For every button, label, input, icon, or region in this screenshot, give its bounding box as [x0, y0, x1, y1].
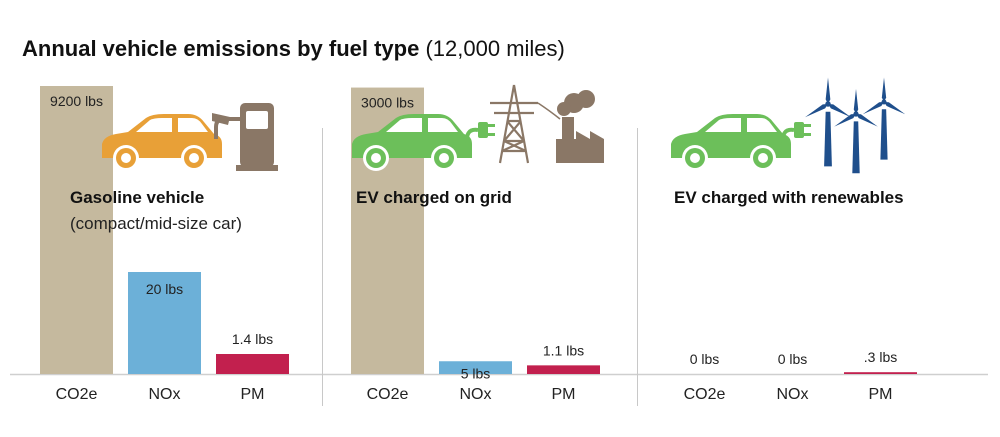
wind-turbine-icon: [805, 77, 851, 167]
bar-pm: [844, 372, 917, 374]
gas-pump-icon: [212, 103, 278, 171]
value-label: 0 lbs: [778, 351, 808, 367]
bar-pm: [216, 354, 289, 374]
group-title-ev-renewables: EV charged with renewables: [674, 188, 904, 207]
value-label: .3 lbs: [864, 349, 897, 365]
value-label: 5 lbs: [461, 365, 491, 381]
car-icon: [102, 114, 222, 171]
category-label: CO2e: [367, 386, 409, 403]
bar-nox: [439, 361, 512, 374]
car-icon: [671, 114, 791, 171]
category-label: CO2e: [56, 386, 98, 403]
factory-icon: [556, 90, 604, 163]
category-label: NOx: [460, 386, 492, 403]
car-icon: [352, 114, 472, 171]
bar-co2e: [40, 86, 113, 374]
value-label: 0 lbs: [690, 351, 720, 367]
category-label: NOx: [777, 386, 809, 403]
plug-icon: [781, 122, 811, 147]
wind-turbine-icon: [862, 77, 906, 160]
bar-pm: [527, 365, 600, 374]
category-label: CO2e: [684, 386, 726, 403]
group-title-ev-grid: EV charged on grid: [356, 188, 512, 207]
category-label: PM: [552, 386, 576, 403]
value-label: 9200 lbs: [50, 93, 103, 109]
chart-title-main: Annual vehicle emissions by fuel type: [22, 36, 420, 61]
wind-turbine-icon: [834, 88, 878, 174]
plug-icon: [465, 122, 495, 147]
value-label: 1.4 lbs: [232, 331, 273, 347]
value-label: 3000 lbs: [361, 95, 414, 111]
category-label: NOx: [149, 386, 181, 403]
group-title-gasoline: Gasoline vehicle: [70, 188, 205, 207]
group-subtitle-gasoline: (compact/mid-size car): [70, 214, 242, 233]
bar-nox: [128, 272, 201, 374]
chart-subtitle: (12,000 miles): [425, 36, 565, 61]
value-label: 20 lbs: [146, 281, 183, 297]
value-label: 1.1 lbs: [543, 342, 584, 358]
category-label: PM: [869, 386, 893, 403]
power-grid-icon: [490, 84, 561, 164]
chart-title: Annual vehicle emissions by fuel type (1…: [22, 36, 565, 62]
category-label: PM: [241, 386, 265, 403]
